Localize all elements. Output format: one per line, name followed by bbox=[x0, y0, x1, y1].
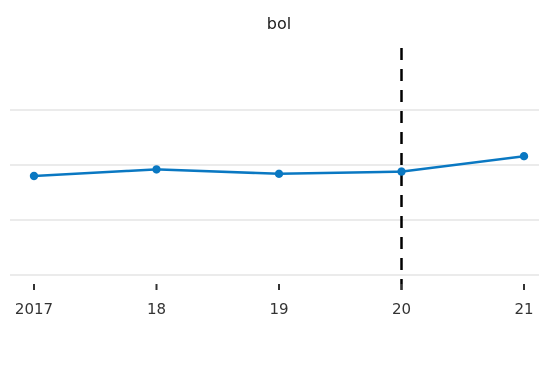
data-point-19 bbox=[274, 169, 284, 178]
x-axis: 2017 18 19 20 21 bbox=[15, 284, 534, 318]
data-point-21 bbox=[519, 152, 529, 161]
grid-lines bbox=[10, 109, 539, 276]
series-layer bbox=[29, 152, 529, 181]
x-tick-label-19: 19 bbox=[269, 300, 288, 318]
x-tick-label-21: 21 bbox=[514, 300, 533, 318]
data-point-20 bbox=[397, 167, 406, 176]
data-point-2017 bbox=[29, 171, 39, 181]
x-tick-label-20: 20 bbox=[392, 300, 411, 318]
x-tick-label-18: 18 bbox=[147, 300, 166, 318]
data-point-18 bbox=[152, 165, 161, 174]
chart-title: bol bbox=[267, 14, 291, 33]
x-tick-label-2017: 2017 bbox=[15, 300, 53, 318]
